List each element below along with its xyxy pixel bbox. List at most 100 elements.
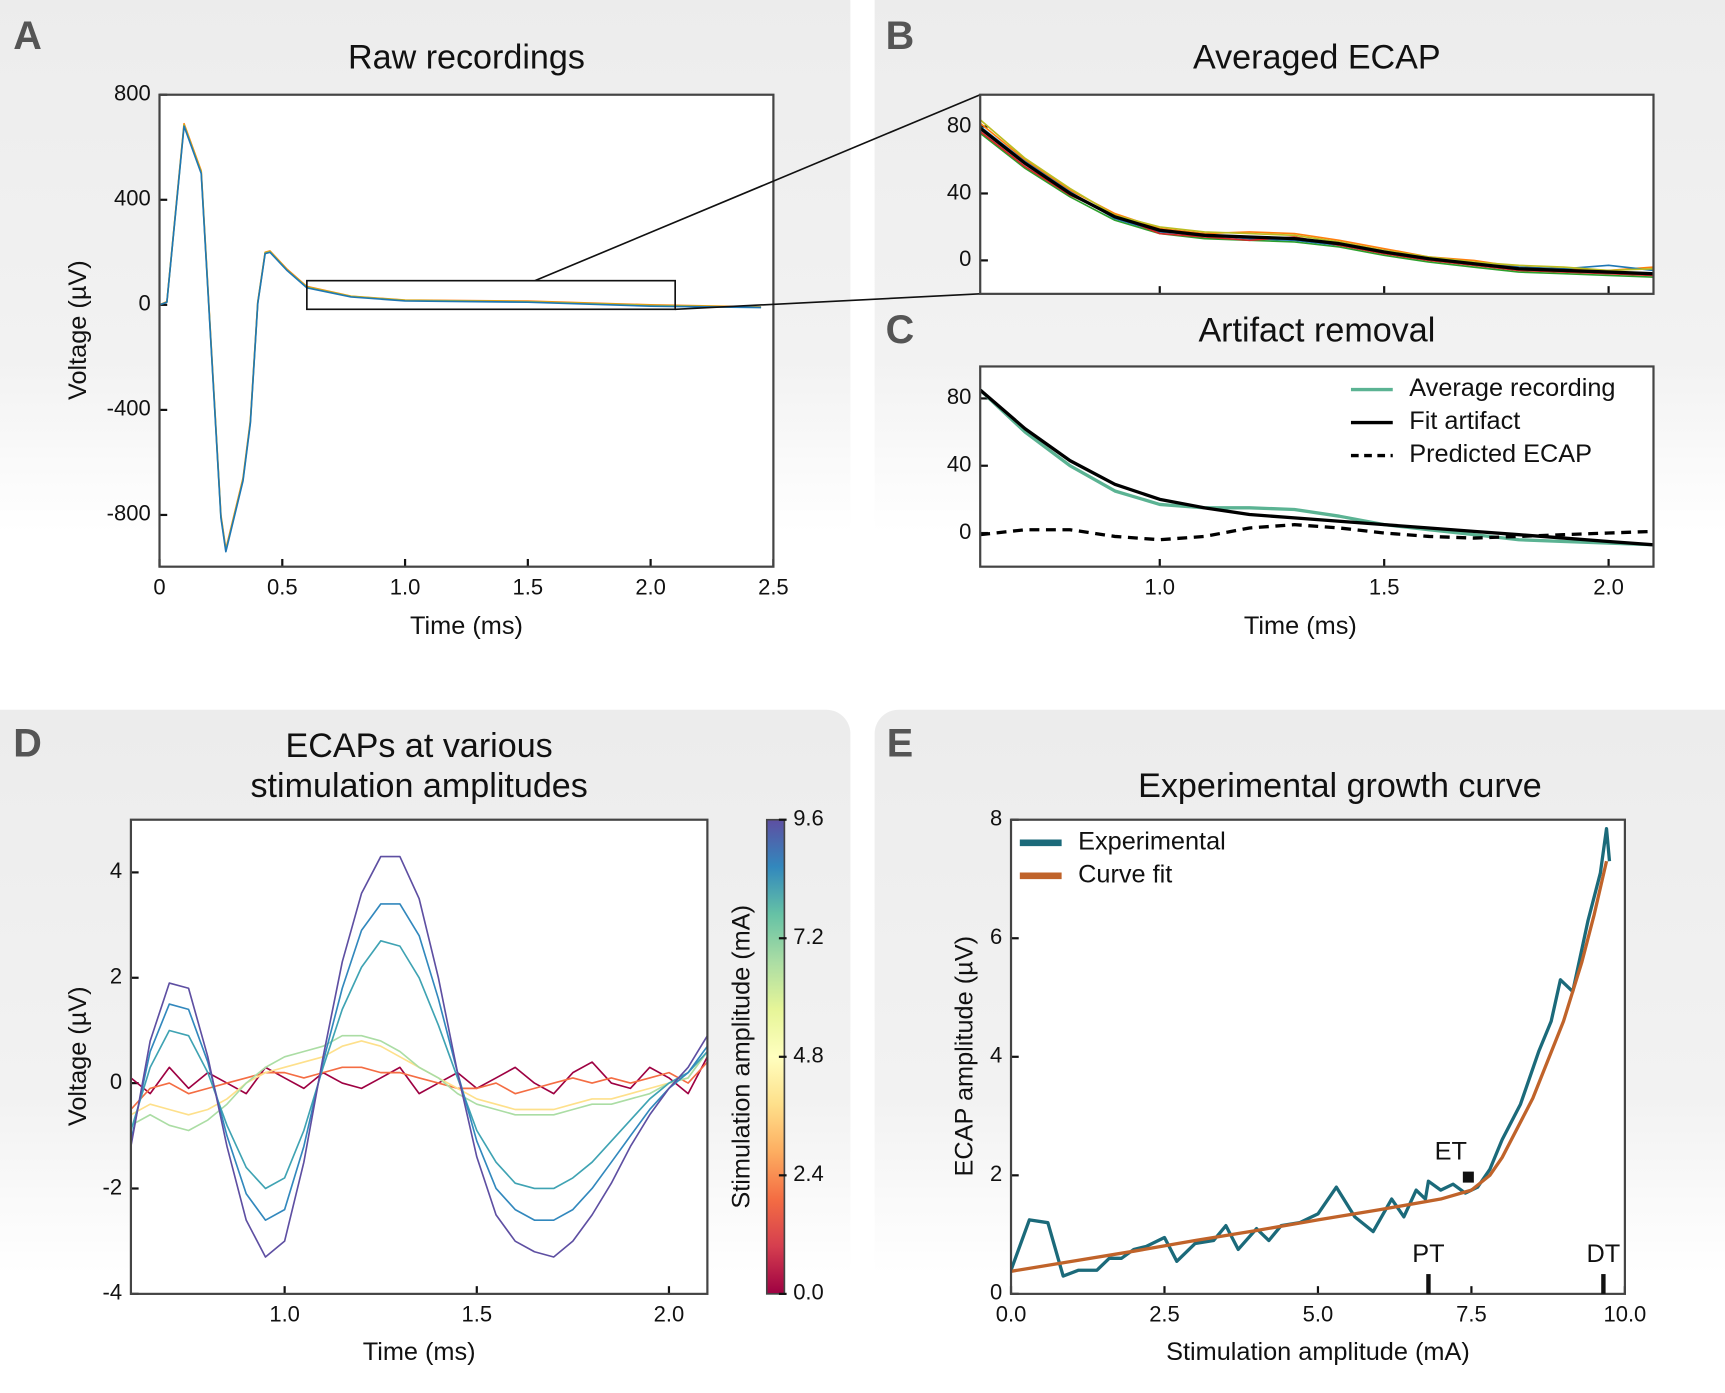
y-tick-label: 0 (110, 1069, 122, 1094)
y-tick-label: 4 (990, 1043, 1002, 1068)
annotation-label: ET (1435, 1138, 1467, 1166)
series-line (980, 119, 1654, 272)
y-tick-label: 0 (959, 246, 971, 271)
colorbar-tick-label: 2.4 (793, 1161, 824, 1186)
plot-area (980, 366, 1654, 567)
chart-title: Averaged ECAP (1193, 39, 1441, 77)
series-line (130, 1034, 708, 1132)
plot-frame (1009, 818, 1626, 1295)
x-axis-label: Time (ms) (363, 1338, 476, 1366)
annotation-marker (1462, 1171, 1474, 1183)
y-tick-label: 0 (990, 1280, 1002, 1305)
colorbar-tick-label: 9.6 (793, 806, 824, 831)
chart-title: Artifact removal (1198, 311, 1435, 349)
x-tick-label: 10.0 (1603, 1302, 1646, 1327)
x-tick-label: 1.0 (269, 1302, 300, 1327)
y-axis-label: Voltage (µV) (64, 986, 92, 1126)
x-tick-label: 2.5 (758, 575, 789, 600)
x-tick-label: 1.5 (461, 1302, 492, 1327)
x-tick-label: 2.0 (635, 575, 666, 600)
y-tick-label: 400 (114, 186, 151, 211)
x-axis-label: Time (ms) (1244, 612, 1357, 640)
x-tick-label: 1.5 (513, 575, 544, 600)
chart-title: ECAPs at various (286, 727, 553, 765)
x-tick-label: 0.5 (267, 575, 298, 600)
chart-title: Raw recordings (348, 39, 585, 77)
series-line (130, 940, 708, 1190)
y-tick-label: 4 (110, 858, 122, 883)
legend-label: Predicted ECAP (1409, 440, 1592, 468)
x-axis-label: Time (ms) (410, 612, 523, 640)
series-group (1011, 826, 1612, 1278)
plot-frame (979, 365, 1655, 568)
series-line (980, 126, 1654, 276)
y-tick-label: 800 (114, 81, 151, 106)
y-tick-label: 2 (990, 1161, 1002, 1186)
series-group (980, 388, 1654, 547)
y-tick-label: 6 (990, 924, 1002, 949)
x-axis-label: Stimulation amplitude (mA) (1166, 1338, 1470, 1366)
legend-label: Experimental (1078, 828, 1226, 856)
y-tick-label: -4 (103, 1280, 123, 1305)
panel-label: B (886, 14, 915, 58)
y-tick-label: -2 (103, 1174, 123, 1199)
x-tick-label: 1.0 (1144, 575, 1175, 600)
panel-label: E (887, 721, 913, 765)
y-tick-label: 40 (947, 452, 971, 477)
plot-frame (129, 818, 709, 1295)
x-tick-label: 0 (153, 575, 165, 600)
x-tick-label: 2.0 (1593, 575, 1624, 600)
panel-label: D (13, 721, 42, 765)
series-line (1011, 860, 1609, 1273)
x-tick-label: 5.0 (1303, 1302, 1334, 1327)
colorbar-tick-label: 4.8 (793, 1043, 824, 1068)
series-line (130, 1061, 708, 1111)
plot-frame (979, 93, 1655, 295)
zoom-connector (534, 93, 981, 282)
x-tick-label: 1.0 (390, 575, 421, 600)
plot-area (1011, 819, 1625, 1294)
chart-title: stimulation amplitudes (250, 767, 587, 805)
annotation-label: PT (1412, 1240, 1444, 1268)
legend-label: Average recording (1409, 374, 1615, 402)
y-tick-label: -800 (107, 501, 151, 526)
panel-label: C (886, 308, 915, 352)
y-tick-label: 80 (947, 112, 971, 137)
series-line (130, 903, 708, 1221)
series-group (130, 855, 708, 1258)
legend-label: Curve fit (1078, 861, 1172, 889)
x-tick-label: 1.5 (1369, 575, 1400, 600)
series-line (159, 125, 762, 553)
panel-label: A (13, 14, 42, 58)
plot-area (159, 94, 774, 567)
y-tick-label: 40 (947, 179, 971, 204)
chart-title: Experimental growth curve (1138, 767, 1542, 805)
annotation-label: DT (1587, 1240, 1621, 1268)
y-tick-label: 2 (110, 964, 122, 989)
x-tick-label: 0.0 (996, 1302, 1027, 1327)
x-tick-label: 2.0 (654, 1302, 685, 1327)
y-axis-label: ECAP amplitude (µV) (951, 936, 979, 1176)
series-line (980, 132, 1654, 278)
plot-frame (158, 93, 775, 568)
colorbar-tick-label: 0.0 (793, 1280, 824, 1305)
series-line (980, 523, 1654, 542)
plot-area (130, 819, 708, 1294)
y-tick-label: 0 (959, 519, 971, 544)
series-line (130, 855, 708, 1258)
y-tick-label: 8 (990, 806, 1002, 831)
zoom-connector (675, 293, 981, 311)
legend-label: Fit artifact (1409, 407, 1520, 435)
x-tick-label: 7.5 (1456, 1302, 1487, 1327)
x-tick-label: 2.5 (1149, 1302, 1180, 1327)
y-tick-label: -400 (107, 396, 151, 421)
series-line (980, 388, 1654, 547)
y-tick-label: 0 (138, 291, 150, 316)
series-group (980, 119, 1654, 278)
colorbar-label: Stimulation amplitude (mA) (727, 905, 755, 1209)
colorbar-tick-label: 7.2 (793, 924, 824, 949)
y-tick-label: 80 (947, 384, 971, 409)
series-group (159, 122, 762, 553)
zoom-box (306, 279, 676, 311)
